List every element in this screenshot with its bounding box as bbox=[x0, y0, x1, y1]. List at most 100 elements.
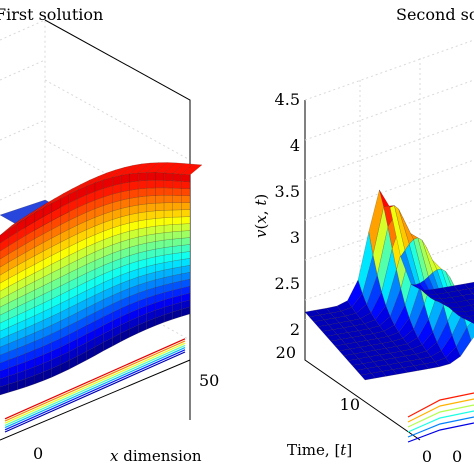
right-z-tick-label: 4.5 bbox=[275, 90, 300, 109]
right-contour-line bbox=[407, 404, 474, 428]
left-surface-quad bbox=[181, 244, 191, 253]
left-surface-quad bbox=[181, 251, 191, 260]
right-contour-lines bbox=[407, 392, 474, 443]
right-title: Second solution bbox=[396, 5, 474, 24]
right-surface bbox=[304, 189, 474, 381]
left-surface-quad bbox=[181, 181, 191, 189]
left-surface-quad bbox=[163, 202, 173, 211]
left-surface-quad bbox=[163, 224, 173, 233]
left-surface-quad bbox=[129, 188, 139, 199]
left-surface-quad bbox=[155, 232, 165, 242]
left-surface-quad bbox=[138, 203, 147, 214]
right-z-tick-label: 2.5 bbox=[275, 274, 300, 293]
left-surface-quad bbox=[138, 188, 147, 198]
left-surface-quad bbox=[181, 202, 191, 210]
right-contour-line bbox=[407, 392, 474, 418]
right-z-axis-label: v(x, t) bbox=[252, 194, 270, 238]
right-y-tick-label: 10 bbox=[340, 395, 360, 414]
left-surface-quad bbox=[138, 195, 147, 206]
left-x-tick-50: 50 bbox=[199, 371, 219, 390]
right-surface-quad bbox=[466, 319, 474, 341]
left-surface-quad bbox=[155, 202, 165, 211]
right-z-tick-label: 3.5 bbox=[275, 182, 300, 201]
left-surface-quad bbox=[146, 180, 156, 189]
left-surface-quad bbox=[172, 202, 182, 211]
left-surface-quad bbox=[172, 252, 182, 262]
left-surface-quad bbox=[181, 174, 191, 183]
right-contour-line bbox=[407, 422, 474, 443]
left-surface-quad bbox=[181, 230, 191, 239]
left-surface-quad bbox=[163, 180, 173, 189]
left-surface-quad bbox=[155, 225, 165, 234]
right-contour-line bbox=[407, 398, 474, 423]
right-z-tick-label: 4 bbox=[290, 136, 300, 155]
left-surface-quad bbox=[155, 195, 165, 204]
left-surface-quad bbox=[181, 195, 191, 203]
left-surface-quad bbox=[172, 195, 182, 203]
left-surface-quad bbox=[129, 196, 139, 207]
right-z-tick-label: 3 bbox=[290, 228, 300, 247]
left-contour-line bbox=[4, 347, 186, 429]
left-surface-quad bbox=[146, 210, 156, 220]
left-surface-quad bbox=[138, 211, 147, 222]
left-surface-quad bbox=[155, 210, 165, 219]
right-contour-line bbox=[407, 410, 474, 433]
left-surface-quad bbox=[146, 172, 156, 181]
right-y-tick-label: 0 bbox=[422, 447, 432, 466]
left-surface-quad bbox=[138, 180, 147, 190]
left-surface-quad bbox=[181, 237, 191, 246]
left-surface-quad bbox=[163, 231, 173, 241]
left-surface-quad bbox=[129, 172, 139, 183]
left-surface-quad bbox=[163, 217, 173, 226]
left-surface-quad bbox=[163, 209, 173, 218]
left-surface-quad bbox=[172, 245, 182, 254]
left-contour-line bbox=[4, 342, 186, 424]
left-surface-quad bbox=[146, 225, 156, 236]
left-surface-ridge bbox=[180, 164, 203, 176]
left-title: First solution bbox=[0, 5, 103, 24]
right-y-tick-label: 20 bbox=[276, 343, 296, 362]
right-y-ticks: 20 10 0 bbox=[276, 343, 432, 466]
left-surface-quad bbox=[155, 180, 165, 189]
left-contour-line bbox=[4, 349, 186, 431]
right-z-tick-label: 2 bbox=[290, 320, 300, 339]
left-surface-quad bbox=[172, 216, 182, 225]
right-surface-quad bbox=[468, 287, 474, 294]
left-surface-quad bbox=[163, 195, 173, 203]
left-surface-quad bbox=[181, 209, 191, 218]
right-surface-quad bbox=[468, 315, 474, 322]
left-surface-quad bbox=[155, 239, 165, 250]
left-surface-quad bbox=[163, 172, 173, 181]
left-surface-quad bbox=[172, 230, 182, 240]
left-contour-lines bbox=[4, 338, 186, 433]
left-surface-quad bbox=[146, 233, 156, 244]
left-contour-line bbox=[4, 338, 186, 420]
left-surface-quad bbox=[181, 188, 191, 196]
left-surface-quad bbox=[172, 223, 182, 232]
left-surface-quad bbox=[146, 187, 156, 197]
left-surface-quad bbox=[172, 238, 182, 247]
left-surface-quad bbox=[172, 180, 182, 189]
left-surface-quad bbox=[163, 187, 173, 196]
left-surface-quad bbox=[172, 209, 182, 218]
left-surface-quad bbox=[129, 180, 139, 191]
left-contour-line bbox=[4, 344, 186, 426]
right-z-ticks: 2 2.5 3 3.5 4 4.5 bbox=[275, 90, 300, 339]
left-surface-quad bbox=[181, 216, 191, 225]
left-surface-quad bbox=[181, 223, 191, 232]
left-surface-quad bbox=[146, 195, 156, 205]
left-surface-quad bbox=[155, 217, 165, 227]
right-surface-quad bbox=[464, 282, 474, 289]
right-contour-line bbox=[407, 416, 474, 438]
panel-second-solution: Second solution 2 2.5 3 3.5 4 4.5 v(x, t) 20 1… bbox=[252, 5, 474, 466]
left-x-tick-0: 0 bbox=[33, 444, 43, 463]
right-grid bbox=[304, 39, 474, 441]
left-x-axis-label: x dimension bbox=[110, 447, 202, 465]
panel-first-solution: First solution 0 50 x dimension bbox=[0, 5, 219, 465]
left-surface-quad bbox=[155, 172, 165, 181]
left-surface-quad bbox=[163, 238, 173, 248]
left-surface bbox=[0, 162, 203, 396]
left-surface-quad bbox=[172, 173, 182, 182]
left-surface-quad bbox=[146, 218, 156, 228]
